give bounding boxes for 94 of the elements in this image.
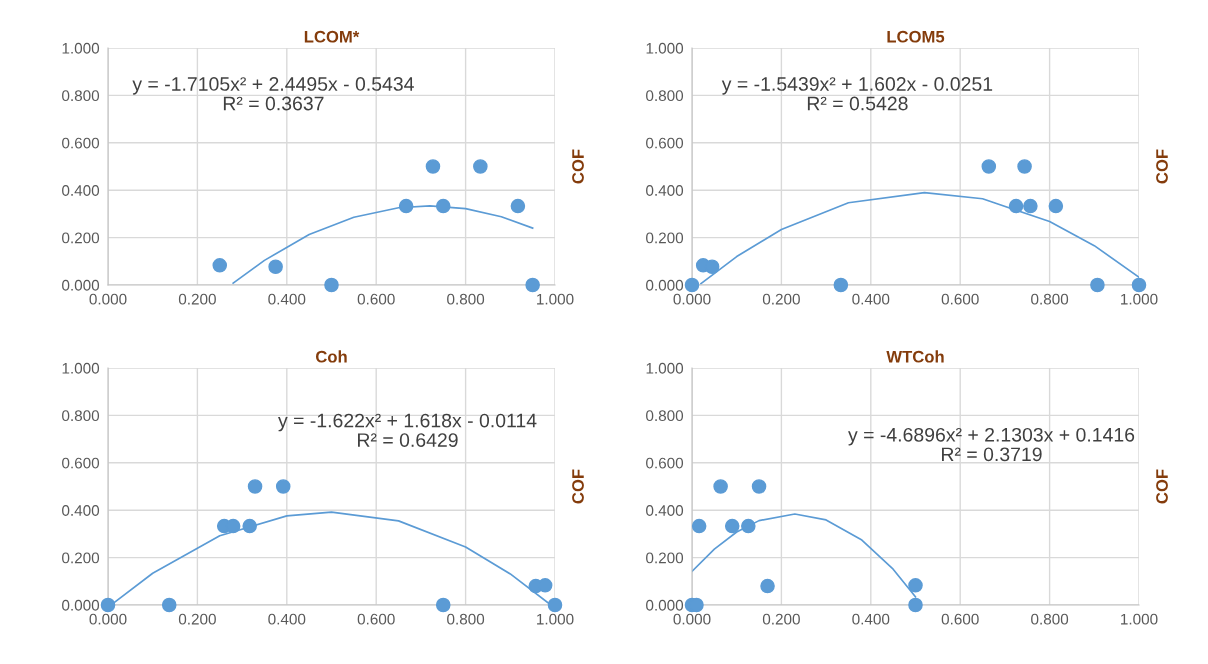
point (1017, 159, 1032, 174)
x-tick-label: 0.400 (852, 293, 890, 305)
point (691, 518, 707, 534)
y-tick-label: 1.000 (62, 362, 100, 374)
x-tick-label: 0.400 (852, 613, 890, 625)
x-tick-label: 0.000 (673, 613, 711, 625)
x-tick-label: 0.400 (268, 613, 306, 625)
y-tick-label: 0.400 (646, 505, 684, 516)
point (247, 479, 263, 494)
point (908, 578, 923, 593)
point (1023, 198, 1038, 214)
x-tick-label: 0.600 (357, 293, 395, 305)
point (275, 479, 291, 494)
point (760, 578, 775, 594)
y-tick-label: 0.200 (62, 552, 100, 564)
x-tick-label: 0.600 (941, 293, 979, 305)
chart-title: LCOM* (304, 30, 360, 43)
y-tick-label: 0.400 (62, 185, 100, 196)
chart-title: WTCoh (886, 350, 944, 363)
point (713, 479, 728, 494)
x-tick-label: 0.000 (673, 293, 711, 305)
x-tick-label: 0.000 (89, 293, 127, 305)
y-tick-label: 0.000 (62, 279, 100, 291)
point (473, 159, 488, 174)
y-tick-label: 0.600 (62, 457, 100, 469)
y-tick-label: 0.000 (646, 599, 684, 611)
point (1008, 198, 1024, 214)
y-tick-label: 0.800 (62, 90, 100, 102)
x-tick-label: 0.200 (178, 613, 216, 625)
y-tick-label: 0.200 (646, 232, 684, 244)
annotation: y = -1.7105x² + 2.4495x - 0.5434 R² = 0.3637 (132, 77, 414, 111)
point (435, 597, 451, 613)
annotation: y = -4.6896x² + 2.1303x + 0.1416 R² = 0.3719 (848, 427, 1135, 462)
x-tick-label: 0.200 (762, 293, 800, 305)
y-tick-label: 0.600 (646, 137, 684, 149)
x-tick-label: 0.400 (268, 293, 306, 305)
y-axis-title: COF (1156, 149, 1168, 184)
point (547, 597, 563, 613)
y-tick-label: 0.400 (646, 185, 684, 196)
x-tick-label: 1.000 (537, 293, 574, 305)
y-tick-label: 0.200 (62, 232, 100, 244)
y-tick-label: 1.000 (646, 362, 684, 374)
point (425, 159, 441, 174)
point (268, 259, 283, 275)
x-tick-label: 0.800 (447, 613, 485, 625)
point (1048, 198, 1064, 214)
point (724, 518, 740, 534)
y-tick-label: 0.400 (62, 505, 100, 516)
point (161, 597, 177, 613)
y-tick-label: 0.600 (646, 457, 684, 469)
x-tick-label: 0.800 (1031, 293, 1069, 305)
x-tick-label: 0.800 (447, 293, 485, 305)
annotation: y = -1.5439x² + 1.602x - 0.0251 R² = 0.5428 (721, 77, 993, 111)
point (981, 159, 997, 174)
y-tick-label: 0.000 (62, 599, 100, 611)
point (833, 277, 849, 293)
y-axis-title: COF (1156, 469, 1168, 504)
x-tick-label: 0.200 (178, 293, 216, 305)
x-tick-label: 0.200 (762, 613, 800, 625)
point (510, 198, 526, 214)
y-tick-label: 0.000 (646, 279, 684, 291)
y-tick-label: 1.000 (62, 42, 100, 54)
y-tick-label: 0.800 (646, 90, 684, 102)
chart-title: Coh (315, 350, 347, 363)
y-axis-title: COF (572, 149, 584, 184)
point (242, 518, 257, 534)
y-tick-label: 0.200 (646, 552, 684, 564)
point (684, 277, 700, 293)
point (398, 198, 414, 214)
point (212, 258, 228, 273)
point (100, 597, 116, 613)
x-tick-label: 1.000 (1121, 293, 1158, 305)
point (704, 259, 720, 275)
y-tick-label: 0.800 (62, 410, 100, 422)
x-tick-label: 0.600 (941, 613, 979, 625)
point (741, 518, 756, 534)
x-tick-label: 0.000 (89, 613, 127, 625)
y-axis-title: COF (572, 469, 584, 504)
annotation: y = -1.622x² + 1.618x - 0.0114 R² = 0.6429 (278, 413, 537, 447)
x-tick-label: 0.600 (357, 613, 395, 625)
point (751, 479, 767, 494)
chart-title: LCOM5 (887, 30, 945, 43)
point (435, 198, 451, 214)
y-tick-label: 0.600 (62, 137, 100, 149)
y-tick-label: 1.000 (646, 42, 684, 54)
x-tick-label: 0.800 (1031, 613, 1069, 625)
point (525, 277, 540, 293)
point (324, 277, 339, 293)
x-tick-label: 1.000 (1121, 613, 1158, 625)
y-tick-label: 0.800 (646, 410, 684, 422)
point (908, 597, 923, 613)
point (1090, 277, 1105, 293)
point (1131, 277, 1147, 293)
x-tick-label: 1.000 (537, 613, 574, 625)
